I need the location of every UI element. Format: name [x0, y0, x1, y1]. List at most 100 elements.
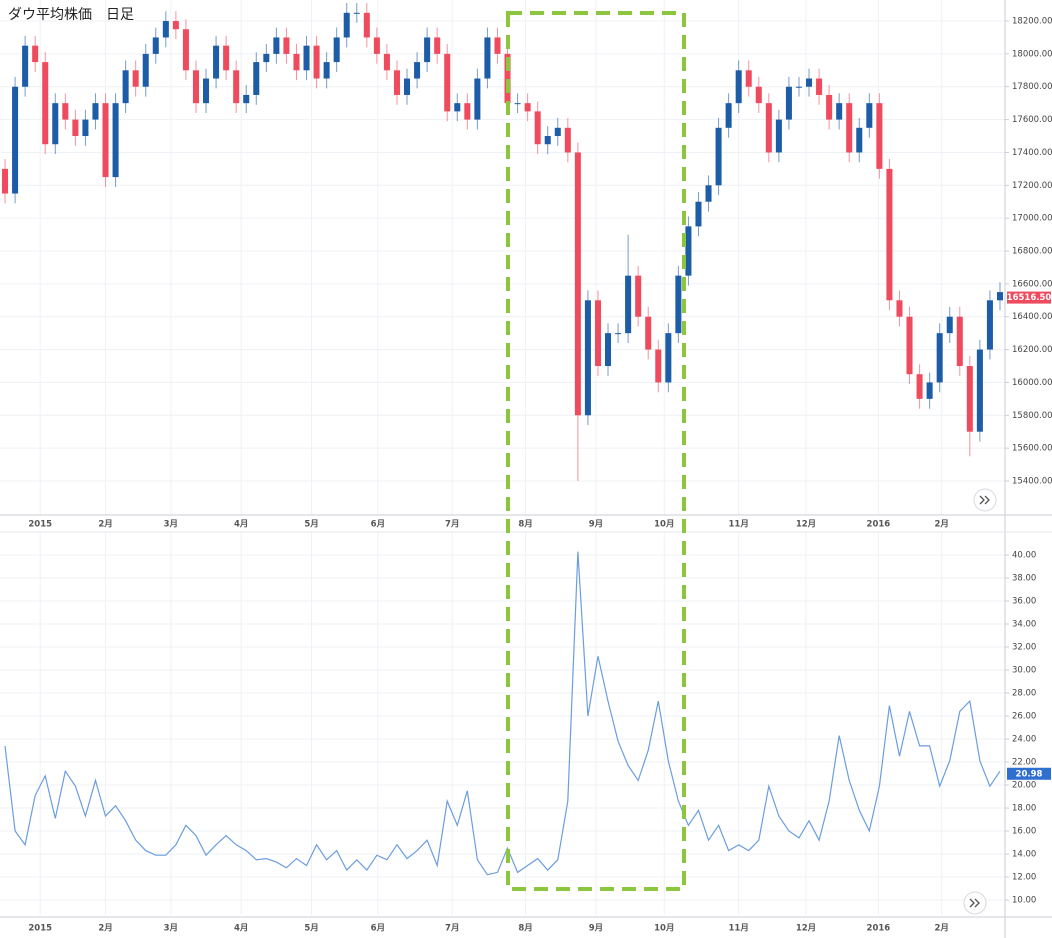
candle-body — [373, 37, 380, 54]
y-tick-label: 18000.00 — [1012, 49, 1052, 59]
x-tick-label: 2015 — [28, 924, 52, 934]
last-price-badge — [1007, 291, 1051, 304]
candle-body — [454, 103, 461, 112]
line-series — [4, 551, 1001, 876]
y-tick-label: 15600.00 — [1012, 444, 1052, 454]
candle-body — [62, 103, 69, 120]
button-icon[interactable] — [979, 495, 990, 505]
candle-body — [926, 382, 933, 399]
x-tick-label: 7月 — [445, 520, 459, 530]
candle-body — [92, 103, 99, 120]
candle-body — [52, 103, 59, 145]
candle-body — [685, 226, 692, 276]
candle-body — [263, 53, 270, 63]
x-tick-label: 2016 — [867, 924, 891, 934]
candle-body — [806, 78, 813, 87]
candle-body — [192, 70, 199, 104]
button-circle[interactable] — [963, 891, 987, 915]
y-tick-label: 26.00 — [1012, 712, 1036, 722]
y-tick-label: 16600.00 — [1012, 279, 1052, 289]
candle-body — [243, 94, 250, 104]
y-tick-label: 16400.00 — [1012, 312, 1052, 322]
y-tick-label: 17000.00 — [1012, 214, 1052, 224]
candle-body — [886, 168, 893, 301]
candle-body — [695, 201, 702, 227]
candle-body — [856, 127, 863, 153]
candle-body — [172, 21, 179, 30]
last-value-badge — [1007, 767, 1051, 780]
candle-body — [504, 53, 511, 104]
last-value-label: 20.98 — [1016, 769, 1043, 779]
candle-body — [615, 333, 622, 335]
y-tick-label: 40.00 — [1012, 551, 1036, 561]
x-tick-label: 6月 — [371, 924, 385, 934]
candle-body — [363, 12, 370, 38]
x-tick-label: 6月 — [371, 520, 385, 530]
candle-body — [233, 70, 240, 104]
candle-body — [725, 103, 732, 128]
candle-body — [32, 45, 39, 63]
candle-body — [584, 300, 591, 416]
candle-body — [213, 45, 220, 79]
y-tick-label: 36.00 — [1012, 597, 1036, 607]
x-tick-label: 11月 — [729, 520, 749, 530]
candle-body — [594, 300, 601, 367]
candle-body — [866, 103, 873, 128]
candle-body — [474, 78, 481, 120]
x-tick-label: 2016 — [867, 520, 891, 530]
candle-body — [22, 45, 29, 87]
x-tick-label: 8月 — [518, 924, 532, 934]
x-tick-label: 12月 — [796, 520, 816, 530]
y-tick-label: 17800.00 — [1012, 82, 1052, 92]
y-tick-label: 17200.00 — [1012, 181, 1052, 191]
candle-body — [816, 78, 823, 95]
candle-body — [404, 78, 411, 95]
candle-body — [876, 103, 883, 169]
x-tick-label: 3月 — [164, 924, 178, 934]
candle-body — [826, 94, 833, 120]
y-tick-label: 20.00 — [1012, 781, 1036, 791]
candle-body — [132, 70, 139, 87]
x-tick-label: 2月 — [934, 520, 948, 530]
chart-title: ダウ平均株価 日足 — [8, 7, 134, 23]
scroll-button[interactable] — [963, 891, 987, 915]
candle-body — [625, 275, 632, 334]
x-tick-label: 3月 — [164, 520, 178, 530]
candle-body — [42, 62, 49, 145]
y-tick-label: 16800.00 — [1012, 247, 1052, 257]
candle-body — [12, 86, 19, 194]
x-tick-label: 9月 — [589, 520, 603, 530]
y-tick-label: 17400.00 — [1012, 148, 1052, 158]
candle-body — [846, 103, 853, 153]
y-tick-label: 24.00 — [1012, 735, 1036, 745]
candle-body — [765, 103, 772, 153]
pane: 15400.00 15600.00 15800.00 16000.00 16200.00… — [0, 0, 1052, 530]
candle-body — [956, 316, 963, 367]
x-tick-label: 12月 — [796, 924, 816, 934]
button-icon[interactable] — [969, 898, 980, 908]
x-tick-label: 8月 — [518, 520, 532, 530]
candle-body — [715, 127, 722, 186]
candle-body — [735, 70, 742, 104]
x-tick-label: 5月 — [304, 924, 318, 934]
y-tick-label: 17600.00 — [1012, 115, 1052, 125]
x-tick-label: 4月 — [234, 520, 248, 530]
y-tick-label: 18200.00 — [1012, 17, 1052, 27]
candle-body — [605, 333, 612, 367]
candle-body — [434, 37, 441, 54]
button-circle[interactable] — [973, 488, 997, 512]
candle-body — [273, 37, 280, 54]
candle-body — [464, 103, 471, 120]
x-tick-label: 2015 — [28, 520, 52, 530]
scroll-button[interactable] — [973, 488, 997, 512]
candle-body — [966, 366, 973, 432]
candle-body — [986, 300, 993, 350]
candle-body — [655, 349, 662, 383]
x-tick-label: 2月 — [98, 924, 112, 934]
y-tick-label: 32.00 — [1012, 643, 1036, 653]
candle-body — [554, 127, 561, 137]
x-tick-label: 9月 — [589, 924, 603, 934]
candle-body — [2, 168, 9, 194]
